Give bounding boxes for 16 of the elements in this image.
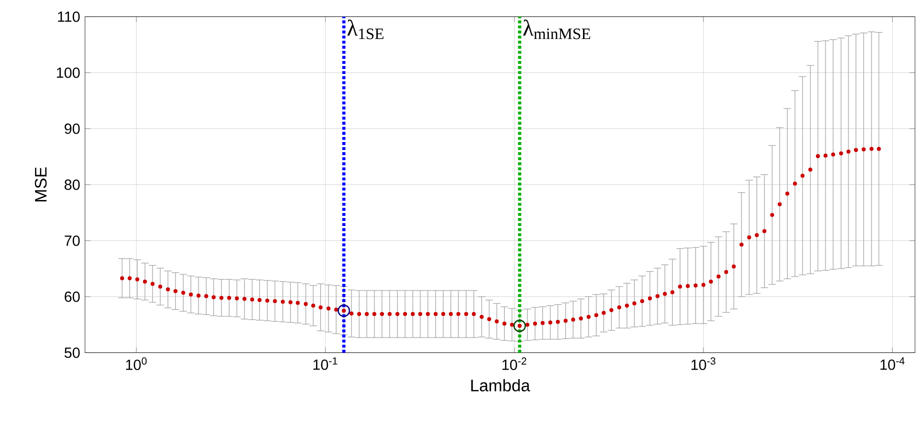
x-tick-label: 10$^{-1}$: [313, 357, 338, 370]
x-tick-label: 10$^{-3}$: [691, 357, 716, 370]
y-tick-label: 90: [64, 124, 80, 134]
y-tick-label: 80: [64, 180, 80, 190]
ref-line-label: λ$_{1SE}$: [347, 20, 384, 40]
x-axis-title: Lambda: [471, 379, 530, 392]
y-tick-label: 50: [64, 348, 80, 358]
ref-line-label: λ$_{minMSE}$: [523, 20, 590, 40]
x-tick-label: 10$^{0}$: [126, 357, 147, 370]
y-tick-label: 110: [58, 12, 80, 22]
x-tick-label: 10$^{-2}$: [502, 357, 526, 370]
y-tick-label: 60: [64, 292, 80, 302]
y-tick-label: 100: [56, 68, 80, 78]
y-tick-label: 70: [64, 236, 80, 246]
x-tick-label: 10$^{-4}$: [880, 357, 905, 370]
y-axis-title: MSE: [34, 167, 47, 202]
